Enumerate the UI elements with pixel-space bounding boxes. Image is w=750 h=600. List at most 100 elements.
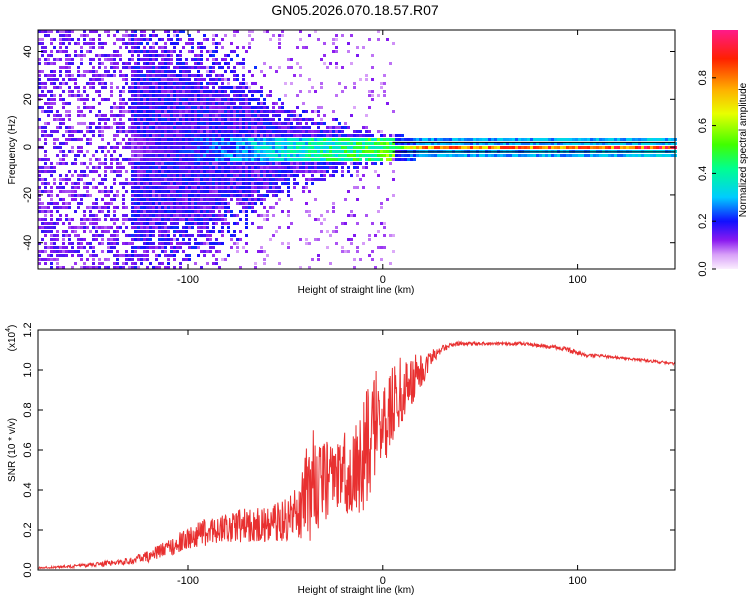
spectrogram-cell xyxy=(137,58,140,61)
spectrogram-cell xyxy=(314,30,317,33)
spectrogram-cell xyxy=(287,154,290,157)
spectrogram-cell xyxy=(296,94,299,97)
spectrogram-cell xyxy=(227,170,230,173)
spectrogram-cell xyxy=(149,194,152,197)
spectrogram-cell xyxy=(335,118,338,121)
spectrogram-cell xyxy=(137,138,140,141)
spectrogram-cell xyxy=(215,90,218,93)
spectrogram-ytick-label: 0 xyxy=(22,144,34,150)
spectrogram-cell xyxy=(140,42,143,45)
spectrogram-cell xyxy=(215,130,218,133)
spectrogram-cell xyxy=(212,142,215,145)
spectrogram-cell xyxy=(224,182,227,185)
spectrogram-cell xyxy=(191,150,194,153)
spectrogram-cell xyxy=(68,222,71,225)
spectrogram-cell xyxy=(137,130,140,133)
spectrogram-cell xyxy=(149,50,152,53)
spectrogram-cell xyxy=(251,94,254,97)
spectrogram-cell xyxy=(248,110,251,113)
spectrogram-cell xyxy=(104,206,107,209)
spectrogram-cell xyxy=(179,186,182,189)
spectrogram-cell xyxy=(197,62,200,65)
spectrogram-cell xyxy=(44,190,47,193)
spectrogram-cell xyxy=(185,142,188,145)
spectrogram-cell xyxy=(149,126,152,129)
spectrogram-cell xyxy=(290,170,293,173)
spectrogram-cell xyxy=(185,170,188,173)
spectrogram-cell xyxy=(164,50,167,53)
spectrogram-cell xyxy=(200,106,203,109)
spectrogram-cell xyxy=(197,86,200,89)
spectrogram-cell xyxy=(164,122,167,125)
spectrogram-cell xyxy=(188,98,191,101)
spectrogram-cell xyxy=(557,138,560,141)
spectrogram-cell xyxy=(161,118,164,121)
spectrogram-cell xyxy=(128,106,131,109)
spectrogram-cell xyxy=(197,154,200,157)
spectrogram-cell xyxy=(644,142,647,145)
spectrogram-cell xyxy=(143,74,146,77)
spectrogram-cell xyxy=(62,198,65,201)
spectrogram-cell xyxy=(92,42,95,45)
spectrogram-cell xyxy=(209,166,212,169)
spectrogram-cell xyxy=(41,134,44,137)
spectrogram-cell xyxy=(110,110,113,113)
spectrogram-cell xyxy=(134,218,137,221)
spectrogram-cell xyxy=(86,106,89,109)
spectrogram-cell xyxy=(68,234,71,237)
spectrogram-cell xyxy=(596,154,599,157)
spectrogram-cell xyxy=(263,198,266,201)
spectrogram-cell xyxy=(128,34,131,37)
spectrogram-cell xyxy=(452,138,455,141)
spectrogram-cell xyxy=(350,142,353,145)
spectrogram-cell xyxy=(152,170,155,173)
spectrogram-cell xyxy=(464,138,467,141)
spectrogram-cell xyxy=(656,146,659,149)
spectrogram-cell xyxy=(218,182,221,185)
spectrogram-cell xyxy=(203,158,206,161)
spectrogram-cell xyxy=(74,158,77,161)
spectrogram-cell xyxy=(59,42,62,45)
spectrogram-cell xyxy=(335,226,338,229)
spectrogram-cell xyxy=(59,30,62,33)
spectrogram-cell xyxy=(191,158,194,161)
spectrogram-cell xyxy=(44,166,47,169)
spectrogram-cell xyxy=(260,114,263,117)
spectrogram-cell xyxy=(227,102,230,105)
spectrogram-cell xyxy=(104,230,107,233)
spectrogram-cell xyxy=(173,238,176,241)
spectrogram-cell xyxy=(278,154,281,157)
spectrogram-cell xyxy=(173,74,176,77)
spectrogram-cell xyxy=(338,154,341,157)
spectrogram-cell xyxy=(368,158,371,161)
spectrogram-cell xyxy=(275,186,278,189)
spectrogram-cell xyxy=(239,154,242,157)
spectrogram-cell xyxy=(161,58,164,61)
spectrogram-cell xyxy=(341,170,344,173)
spectrogram-cell xyxy=(263,74,266,77)
spectrogram-cell xyxy=(149,94,152,97)
spectrogram-cell xyxy=(386,102,389,105)
spectrogram-cell xyxy=(161,78,164,81)
spectrogram-cell xyxy=(176,170,179,173)
spectrogram-cell xyxy=(176,226,179,229)
spectrogram-cell xyxy=(116,142,119,145)
spectrogram-cell xyxy=(209,82,212,85)
spectrogram-cell xyxy=(269,90,272,93)
spectrogram-cell xyxy=(326,150,329,153)
spectrogram-cell xyxy=(122,198,125,201)
spectrogram-cell xyxy=(191,46,194,49)
spectrogram-cell xyxy=(146,142,149,145)
spectrogram-cell xyxy=(122,86,125,89)
spectrogram-cell xyxy=(407,154,410,157)
spectrogram-cell xyxy=(620,154,623,157)
spectrogram-cell xyxy=(140,194,143,197)
spectrogram-cell xyxy=(164,90,167,93)
spectrogram-cell xyxy=(80,122,83,125)
spectrogram-cell xyxy=(188,78,191,81)
spectrogram-cell xyxy=(83,86,86,89)
spectrogram-cell xyxy=(164,154,167,157)
spectrogram-cell xyxy=(203,146,206,149)
spectrogram-cell xyxy=(182,186,185,189)
spectrogram-cell xyxy=(134,178,137,181)
